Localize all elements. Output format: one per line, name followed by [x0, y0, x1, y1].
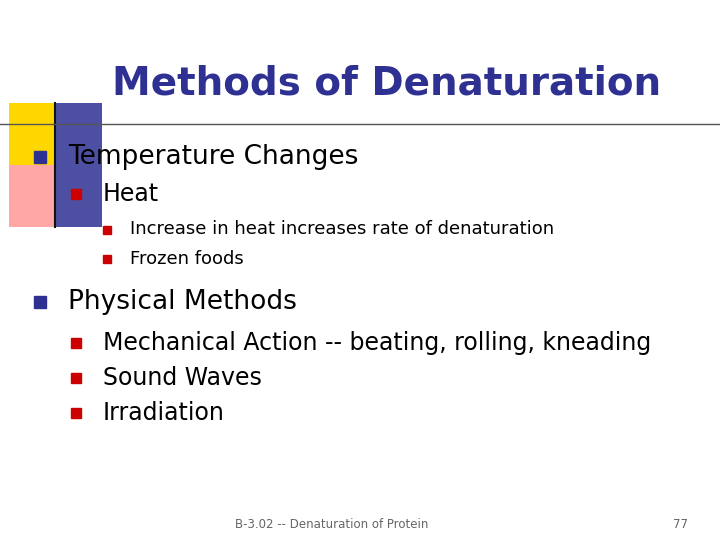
Text: Physical Methods: Physical Methods [68, 289, 297, 315]
Text: Temperature Changes: Temperature Changes [68, 144, 359, 170]
Text: 77: 77 [672, 518, 688, 531]
FancyBboxPatch shape [9, 165, 55, 227]
FancyBboxPatch shape [9, 103, 55, 165]
Text: Sound Waves: Sound Waves [103, 366, 262, 390]
Text: B-3.02 -- Denaturation of Protein: B-3.02 -- Denaturation of Protein [235, 518, 428, 531]
Text: Heat: Heat [103, 183, 159, 206]
Text: Irradiation: Irradiation [103, 401, 225, 425]
Text: Mechanical Action -- beating, rolling, kneading: Mechanical Action -- beating, rolling, k… [103, 331, 651, 355]
FancyBboxPatch shape [55, 165, 102, 227]
Text: Methods of Denaturation: Methods of Denaturation [112, 65, 661, 103]
FancyBboxPatch shape [55, 103, 102, 165]
Text: Increase in heat increases rate of denaturation: Increase in heat increases rate of denat… [130, 220, 554, 239]
Text: Frozen foods: Frozen foods [130, 250, 243, 268]
